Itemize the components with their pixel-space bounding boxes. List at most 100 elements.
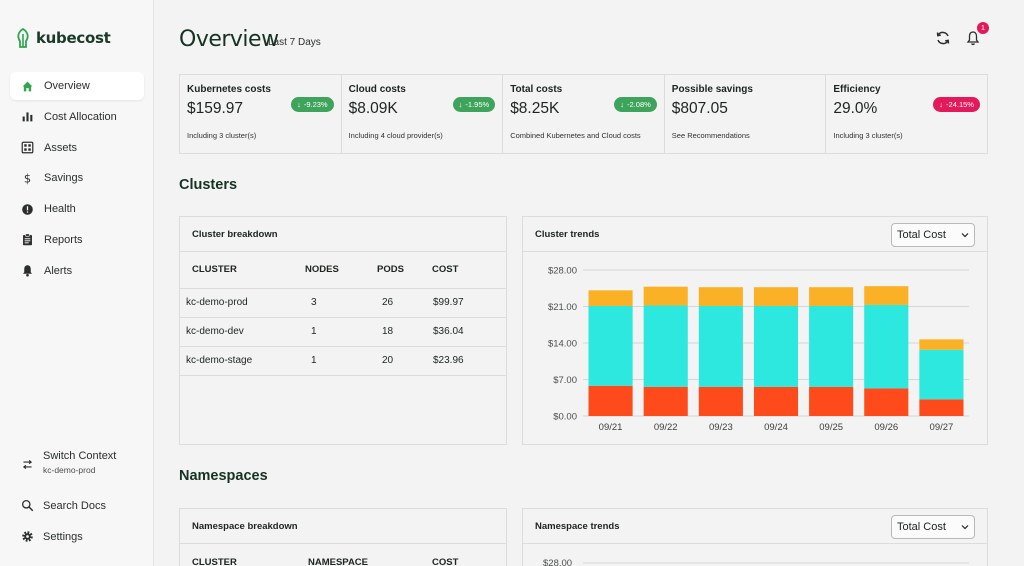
bar-segment: [809, 305, 854, 387]
sidebar: kubecost Overview Cost Allocation Assets…: [0, 0, 154, 566]
home-icon: [20, 79, 34, 93]
column-header-nodes[interactable]: NODES: [305, 264, 339, 276]
sidebar-item-label: Reports: [44, 233, 83, 246]
bar-chart-icon: [20, 110, 34, 124]
cluster-breakdown-table: CLUSTER NODES PODS COST kc-demo-prod 3 2…: [180, 252, 506, 376]
kpi-label: Efficiency: [833, 84, 881, 95]
namespace-trends-title: Namespace trends: [535, 520, 620, 532]
kubecost-logo[interactable]: kubecost: [16, 28, 111, 48]
refresh-icon: [936, 31, 950, 45]
clipboard-icon: [20, 233, 34, 247]
settings-button[interactable]: Settings: [10, 521, 144, 552]
kpi-possible-savings[interactable]: Possible savings $807.05 See Recommendat…: [665, 75, 827, 153]
grid-icon: [20, 141, 34, 155]
sidebar-item-label: Health: [44, 203, 76, 216]
sidebar-item-alerts[interactable]: Alerts: [10, 257, 144, 285]
kpi-change-value: -24.15%: [946, 100, 974, 109]
table-row[interactable]: kc-demo-prod 3 26 $99.97: [180, 287, 506, 317]
bar-segment: [643, 286, 688, 306]
bar-segment: [864, 286, 909, 305]
bar-segment: [588, 385, 633, 416]
kpi-efficiency[interactable]: Efficiency 29.0% ↓ -24.15% Including 3 cl…: [826, 75, 987, 153]
sidebar-item-label: Assets: [44, 141, 78, 154]
column-header-cost[interactable]: COST: [432, 264, 459, 276]
cluster-trends-panel: Cluster trends Total Cost $0.00 $7.00 $14.…: [522, 216, 988, 445]
cell-cost: $23.96: [432, 345, 506, 376]
sidebar-item-overview[interactable]: Overview: [10, 72, 144, 100]
cluster-breakdown-panel: Cluster breakdown CLUSTER NODES PODS COS…: [179, 216, 507, 445]
table-row[interactable]: kc-demo-dev 1 18 $36.04: [180, 316, 506, 346]
search-docs-button[interactable]: Search Docs: [10, 490, 144, 521]
table-header-row: CLUSTER NODES PODS COST: [180, 252, 506, 288]
table-header-row: CLUSTER NAMESPACE COST: [180, 544, 506, 566]
column-header-namespace[interactable]: NAMESPACE: [308, 556, 368, 566]
kpi-change-badge: ↓ -9.23%: [291, 97, 334, 112]
sidebar-item-savings[interactable]: $ Savings: [10, 164, 144, 192]
switch-context-button[interactable]: Switch Context kc-demo-prod: [10, 450, 144, 490]
arrow-down-icon: ↓: [620, 100, 625, 109]
namespace-trends-header: Namespace trends Total Cost: [523, 509, 987, 544]
bar-segment: [919, 349, 964, 400]
sidebar-item-assets[interactable]: Assets: [10, 134, 144, 162]
kpi-label: Possible savings: [671, 84, 753, 95]
column-header-pods[interactable]: PODS: [377, 264, 404, 276]
x-tick-label: 09/25: [819, 422, 843, 433]
kpi-total-costs[interactable]: Total costs $8.25K ↓ -2.08% Combined Kube…: [503, 75, 665, 153]
arrow-down-icon: ↓: [458, 100, 463, 109]
kpi-note: Combined Kubernetes and Cloud costs: [510, 131, 641, 140]
kpi-cloud-costs[interactable]: Cloud costs $8.09K ↓ -1.95% Including 4 c…: [342, 75, 504, 153]
kpi-note: Including 3 cluster(s): [833, 131, 903, 140]
column-header-cost[interactable]: COST: [432, 556, 459, 566]
svg-text:$: $: [23, 172, 30, 185]
bar-segment: [643, 386, 688, 416]
chevron-down-icon: [961, 233, 969, 238]
kpi-change-badge: ↓ -2.08%: [614, 97, 657, 112]
bar-segment: [698, 386, 743, 416]
cell-pods: 18: [377, 316, 432, 346]
namespace-breakdown-table: CLUSTER NAMESPACE COST: [180, 544, 506, 566]
column-header-cluster[interactable]: CLUSTER: [192, 556, 237, 566]
cell-pods: 20: [377, 345, 432, 376]
namespace-trends-chart: $28.00: [543, 558, 969, 566]
kpi-label: Cloud costs: [348, 84, 406, 95]
bar-segment: [864, 304, 909, 389]
table-row[interactable]: kc-demo-stage 1 20 $23.96: [180, 345, 506, 376]
cluster-trends-header: Cluster trends Total Cost: [523, 217, 987, 252]
kpi-value: $159.97: [187, 100, 244, 117]
y-tick-label: $0.00: [553, 412, 577, 423]
notifications-button[interactable]: [965, 30, 981, 46]
settings-label: Settings: [43, 530, 83, 543]
see-recommendations-link[interactable]: See Recommendations: [671, 131, 750, 140]
sidebar-item-reports[interactable]: Reports: [10, 226, 144, 254]
namespace-trends-metric-select[interactable]: Total Cost: [891, 515, 975, 539]
sidebar-item-cost-allocation[interactable]: Cost Allocation: [10, 103, 144, 131]
x-tick-label: 09/22: [654, 422, 678, 433]
switch-context-label: Switch Context: [43, 450, 117, 462]
search-icon: [20, 499, 34, 513]
cell-nodes: 1: [305, 345, 377, 376]
y-tick-label: $21.00: [548, 302, 577, 313]
cell-cost: $36.04: [432, 316, 506, 346]
kpi-value: $807.05: [671, 100, 728, 117]
bar-segment: [698, 305, 743, 387]
dollar-icon: $: [20, 171, 34, 185]
cluster-trends-metric-select[interactable]: Total Cost: [891, 223, 975, 247]
kpi-kubernetes-costs[interactable]: Kubernetes costs $159.97 ↓ -9.23% Includi…: [180, 75, 342, 153]
x-tick-label: 09/26: [874, 422, 898, 433]
y-tick-label: $14.00: [548, 339, 577, 350]
cluster-trends-chart: $0.00 $7.00 $14.00 $21.00 $28.00 09/21 09/22 09…: [548, 266, 969, 433]
y-tick-label: $7.00: [553, 375, 577, 386]
kpi-note: Including 4 cloud provider(s): [348, 131, 443, 140]
column-header-cluster[interactable]: CLUSTER: [192, 264, 237, 276]
bell-icon: [20, 264, 34, 278]
kpi-change-value: -2.08%: [627, 100, 651, 109]
kpi-change-badge: ↓ -24.15%: [933, 97, 980, 112]
kpi-change-badge: ↓ -1.95%: [452, 97, 496, 112]
page-subtitle: Last 7 Days: [268, 37, 321, 48]
namespace-trends-panel: Namespace trends Total Cost $28.00: [522, 508, 988, 566]
refresh-button[interactable]: [935, 30, 951, 46]
current-context: kc-demo-prod: [43, 465, 96, 475]
sidebar-item-health[interactable]: Health: [10, 195, 144, 223]
selected-metric: Total Cost: [897, 521, 946, 533]
namespaces-section-title: Namespaces: [179, 468, 268, 484]
